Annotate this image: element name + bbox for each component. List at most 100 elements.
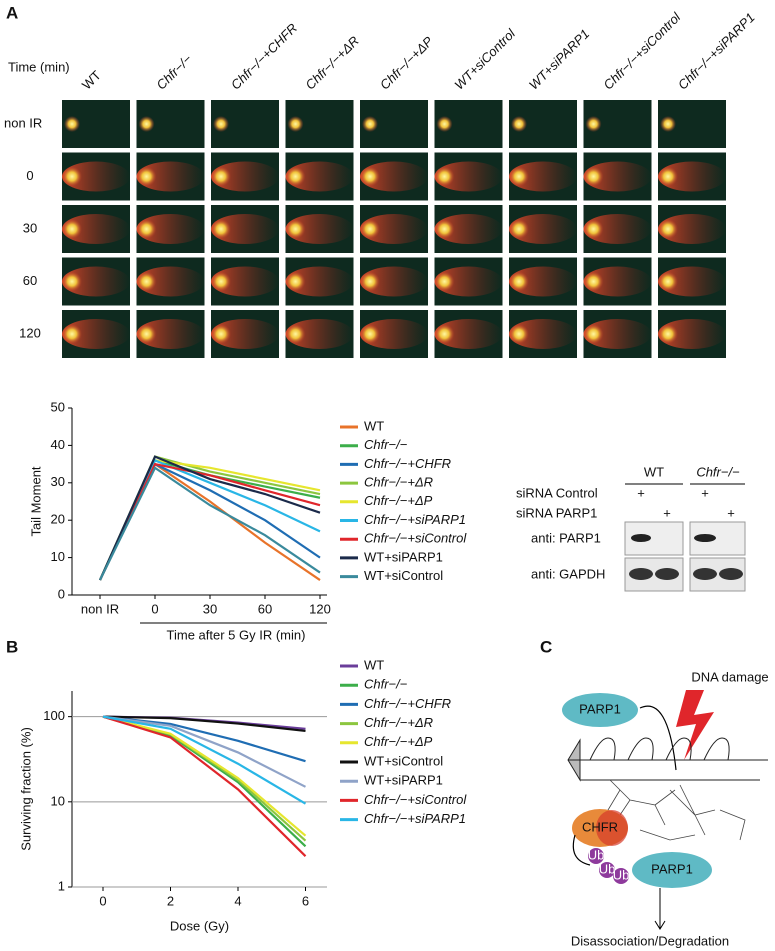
legend-label: Chfr−/−+ΔP [364, 734, 433, 749]
y-tick-label: 10 [51, 793, 65, 808]
y-tick-label: 30 [51, 474, 65, 489]
legend-label: Chfr−/−+ΔP [364, 493, 433, 508]
row-label: 30 [23, 220, 37, 235]
y-tick-label: 40 [51, 437, 65, 452]
comet-tail [658, 214, 726, 244]
y-tick-label: 100 [43, 708, 65, 723]
comet-tail [285, 319, 354, 349]
comet-head [658, 271, 678, 292]
comet-tail [136, 161, 205, 192]
antibody: anti: PARP1 [531, 530, 601, 545]
series-line [102, 715, 306, 733]
diagram-label: Ub [588, 847, 605, 862]
legend-label: WT [364, 657, 384, 672]
series-line [102, 715, 307, 837]
comet-head [583, 166, 604, 187]
x-tick-label: non IR [81, 601, 119, 616]
series-line [99, 462, 321, 581]
diagram-label: PARP1 [579, 701, 621, 716]
comet-head [434, 219, 455, 239]
comet-tail [434, 161, 503, 192]
legend-label: WT+siPARP1 [364, 773, 443, 788]
legend-label: Chfr−/−+ΔR [364, 715, 433, 730]
y-tick-label: 1 [58, 878, 65, 893]
blot [624, 483, 746, 592]
column-header: Chfr−/−+siPARP1 [675, 10, 758, 93]
comet-tail [509, 266, 577, 297]
diagram-label: Ub [599, 861, 616, 876]
column-header: Chfr−/−+ΔR [302, 33, 361, 92]
legend-label: WT+siPARP1 [364, 549, 443, 564]
blot-condition: siRNA Control [516, 485, 598, 500]
comet-head [62, 271, 82, 292]
comet-tail [434, 319, 503, 349]
comet-head [136, 324, 157, 344]
comet-head [136, 219, 157, 239]
comet-tail [360, 214, 428, 244]
comet-head [583, 219, 604, 239]
antibody: anti: GAPDH [531, 566, 605, 581]
legend-label: WT+siControl [364, 753, 443, 768]
column-header: WT+siPARP1 [526, 26, 592, 92]
blot-condition: siRNA PARP1 [516, 505, 597, 520]
y-axis-label: Surviving fraction (%) [18, 727, 33, 851]
comet-tail [509, 161, 577, 192]
comet-tail [211, 319, 279, 349]
legend-label: Chfr−/−+siPARP1 [364, 512, 466, 527]
legend-label: WT+siControl [364, 568, 443, 583]
legend-label: Chfr−/−+siControl [364, 531, 467, 546]
diagram-label: PARP1 [651, 861, 693, 876]
comet-tail [62, 319, 130, 349]
column-header: WT [79, 68, 104, 93]
comet-head [285, 324, 306, 344]
comet-head [585, 116, 602, 132]
x-axis-label: Dose (Gy) [170, 918, 229, 933]
x-tick-label: 6 [302, 893, 309, 908]
x-tick-label: 120 [309, 601, 331, 616]
comet-head [583, 324, 604, 344]
comet-tail [62, 266, 130, 297]
legend-label: Chfr−/−+CHFR [364, 456, 451, 471]
comet-head [360, 219, 380, 239]
comet-tail [136, 214, 205, 244]
comet-tail [285, 161, 354, 192]
comet-head [360, 166, 380, 187]
comet-tail [509, 319, 577, 349]
comet-head [211, 271, 231, 292]
comet-head [62, 324, 82, 344]
comet-head [136, 166, 157, 187]
comet-head [285, 166, 306, 187]
comet-tail [509, 214, 577, 244]
comet-head [62, 219, 82, 239]
legend-label: Chfr−/− [364, 437, 408, 452]
comet-head [211, 324, 231, 344]
x-tick-label: 30 [203, 601, 217, 616]
comet-tail [211, 161, 279, 192]
comet-tail [434, 214, 503, 244]
diagram-label: CHFR [582, 819, 618, 834]
legend-label: Chfr−/−+CHFR [364, 696, 451, 711]
comet-head [509, 271, 529, 292]
comet-tail [658, 266, 726, 297]
diagram-label: Disassociation/Degradation [571, 933, 729, 948]
diagram-label: DNA damage [691, 669, 768, 684]
x-tick-label: 0 [99, 893, 106, 908]
comet-head [434, 324, 455, 344]
comet-tail [583, 319, 652, 349]
comet-tail [62, 214, 130, 244]
blot-mark: + [701, 485, 709, 500]
panel-label: C [540, 637, 552, 656]
comet-head [436, 116, 453, 132]
comet-head [211, 166, 231, 187]
comet-head [658, 166, 678, 187]
y-axis-label: Tail Moment [28, 466, 43, 536]
series-line [99, 462, 321, 581]
series-line [99, 462, 321, 581]
legend-label: Chfr−/− [364, 677, 408, 692]
x-tick-label: 2 [167, 893, 174, 908]
comet-tail [583, 161, 652, 192]
comet-head [287, 116, 304, 132]
comet-tail [360, 319, 428, 349]
comet-head [583, 271, 604, 292]
